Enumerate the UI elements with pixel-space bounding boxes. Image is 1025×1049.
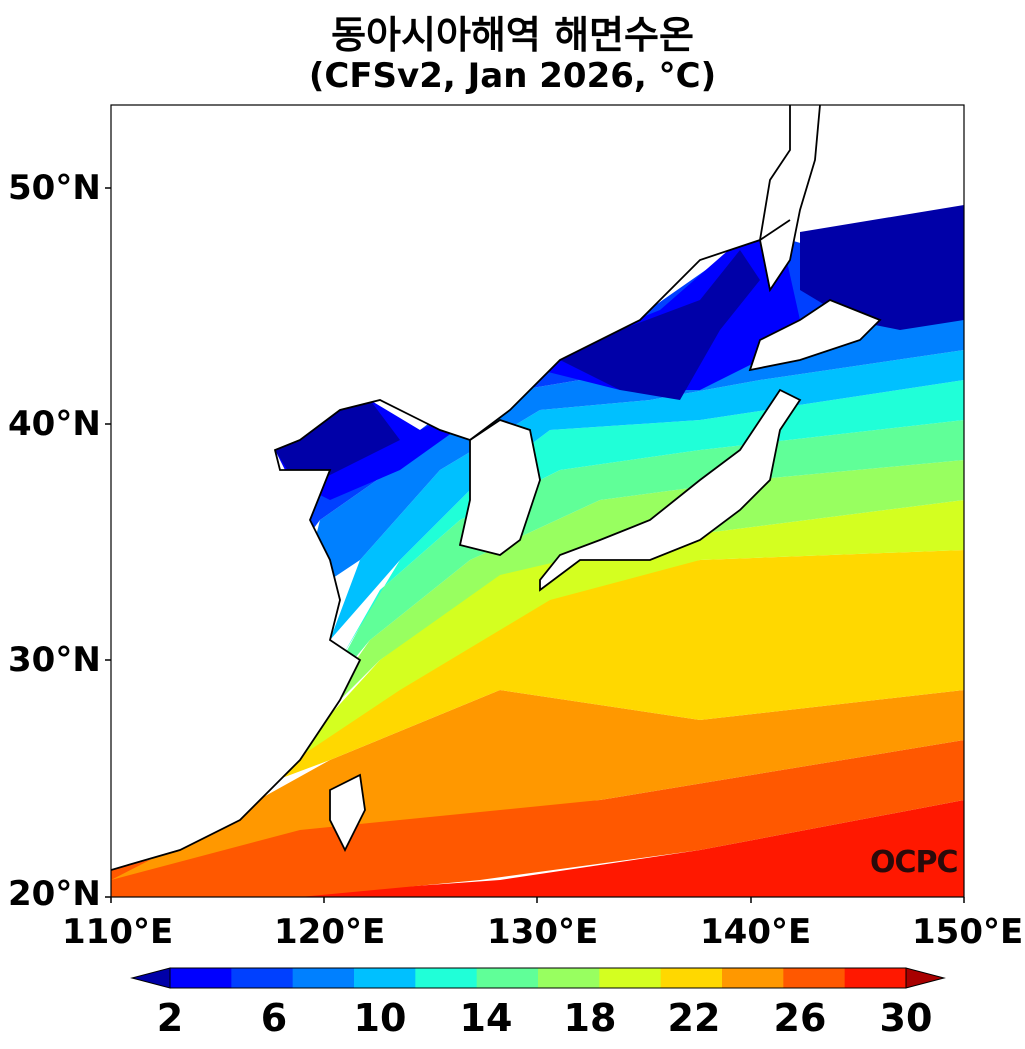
colorbar-swatch <box>231 968 294 988</box>
map-subtitle: (CFSv2, Jan 2026, °C) <box>308 56 717 96</box>
colorbar-swatch <box>660 968 723 988</box>
lon-tick-130: 130°E <box>487 912 599 952</box>
colorbar-swatch <box>844 968 907 988</box>
colorbar <box>130 967 946 989</box>
colorbar-swatch <box>292 968 355 988</box>
colorbar-swatch <box>170 968 232 988</box>
sst-field <box>111 105 964 897</box>
colorbar-swatch <box>415 968 478 988</box>
lon-tick-150: 150°E <box>912 912 1024 952</box>
colorbar-label-6: 6 <box>260 996 288 1040</box>
colorbar-label-26: 26 <box>773 996 827 1040</box>
lat-tick-40: 40°N <box>8 404 101 444</box>
lat-tick-30: 30°N <box>8 640 101 680</box>
colorbar-swatch <box>354 968 416 988</box>
ocpc-watermark: OCPC <box>870 845 959 880</box>
lon-tick-120: 120°E <box>274 912 386 952</box>
colorbar-extend-low <box>130 967 171 989</box>
colorbar-label-10: 10 <box>353 996 407 1040</box>
lon-tick-140: 140°E <box>700 912 812 952</box>
colorbar-extend-high <box>905 967 946 989</box>
lat-tick-20: 20°N <box>8 874 101 914</box>
lon-tick-110: 110°E <box>62 912 174 952</box>
colorbar-label-14: 14 <box>459 996 513 1040</box>
colorbar-swatch <box>783 968 846 988</box>
colorbar-label-22: 22 <box>667 996 721 1040</box>
lat-tick-50: 50°N <box>8 168 101 208</box>
colorbar-label-18: 18 <box>563 996 617 1040</box>
colorbar-label-30: 30 <box>879 996 933 1040</box>
coastlines <box>111 105 882 871</box>
axis-ticks <box>105 187 965 903</box>
colorbar-swatch <box>476 968 539 988</box>
colorbar-swatch <box>722 968 784 988</box>
map-title: 동아시아해역 해면수온 <box>331 13 694 57</box>
colorbar-border <box>169 967 907 989</box>
colorbar-swatch <box>538 968 600 988</box>
colorbar-label-2: 2 <box>156 996 184 1040</box>
colorbar-swatch <box>599 968 662 988</box>
